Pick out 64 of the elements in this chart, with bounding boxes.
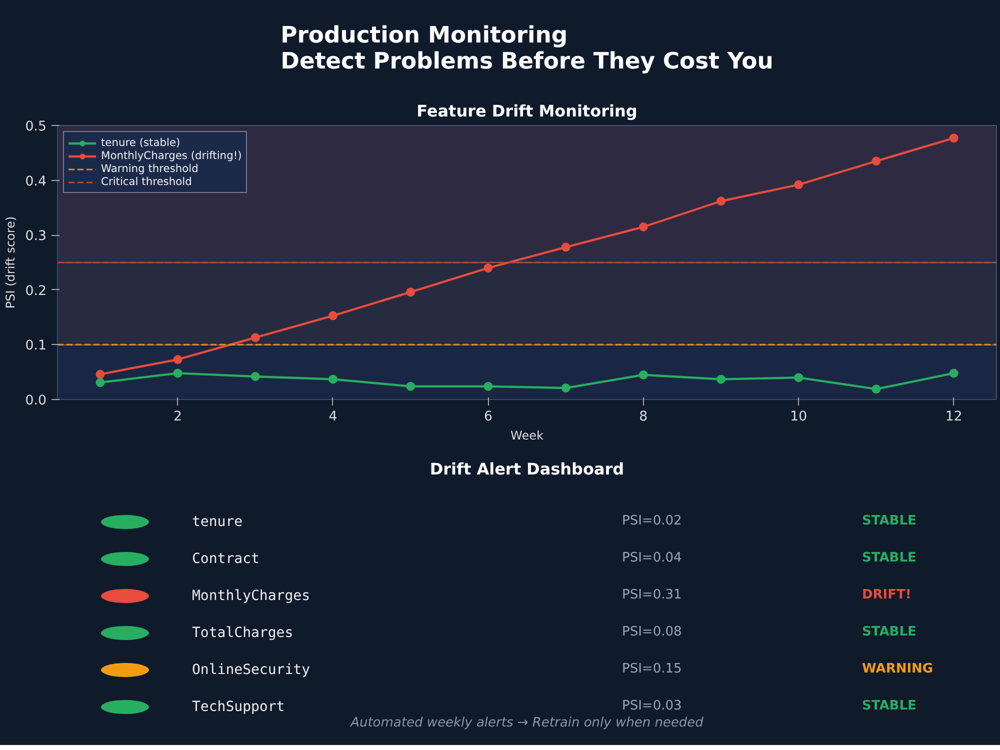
data-label: PSI=0.04 <box>622 550 682 568</box>
category-label: tenure <box>192 513 243 532</box>
data-label: PSI=0.15 <box>622 660 682 679</box>
point <box>484 382 493 391</box>
legend-label: tenure (stable) <box>101 136 180 149</box>
data-label: PSI=0.02 <box>622 512 682 531</box>
chart-title: Production Monitoring Detect Problems Before They Cost You <box>280 22 774 74</box>
y-axis-title: PSI (drift score) <box>3 216 18 309</box>
point <box>406 382 416 391</box>
data-label: PSI=0.31 <box>622 586 682 605</box>
y-tick-label: 0.1 <box>25 338 47 354</box>
chart-subtitle: Feature Drift Monitoring <box>416 102 638 120</box>
x-tick-label: 2 <box>174 410 182 424</box>
category-label: MonthlyCharges <box>192 587 310 606</box>
point <box>561 242 570 252</box>
x-tick-label: 4 <box>328 410 338 424</box>
x-tick-label: 6 <box>484 410 492 424</box>
y-tick-label: 0.5 <box>25 120 47 134</box>
point <box>173 355 182 364</box>
point <box>561 384 570 392</box>
y-tick-label: 0.2 <box>25 284 47 299</box>
x-tick-label: 10 <box>790 410 808 424</box>
point <box>173 368 182 378</box>
point <box>328 374 338 384</box>
point <box>406 288 416 297</box>
point <box>96 370 105 379</box>
point <box>638 222 648 232</box>
point <box>794 180 804 190</box>
point <box>250 372 260 381</box>
point <box>949 368 958 378</box>
y-tick-label: 0.3 <box>25 229 47 244</box>
x-tick-label: 8 <box>639 410 648 424</box>
category-label: Contract <box>192 550 260 569</box>
data-label: PSI=0.08 <box>622 624 682 642</box>
text: STABLE <box>862 698 916 716</box>
point <box>638 370 648 380</box>
point <box>949 134 958 143</box>
text: Drift Alert Dashboard <box>430 458 624 481</box>
text: STABLE <box>862 512 916 531</box>
text: WARNING <box>862 660 934 679</box>
legend-label: Critical threshold <box>101 175 192 188</box>
point <box>96 378 105 388</box>
x-tick-label: 12 <box>945 410 962 424</box>
point <box>794 373 804 382</box>
point <box>328 311 338 320</box>
point <box>716 196 726 206</box>
legend-label: Warning threshold <box>101 162 198 175</box>
point <box>484 263 493 272</box>
text: DRIFT! <box>862 586 912 605</box>
data-label: PSI=0.03 <box>622 698 682 716</box>
y-tick-label: 0.0 <box>25 394 47 408</box>
point <box>872 156 881 166</box>
point <box>716 374 726 384</box>
text: Automated weekly alerts → Retrain only when needed <box>350 714 704 733</box>
category-label: OnlineSecurity <box>192 661 310 680</box>
category-label: TechSupport <box>192 698 285 717</box>
point <box>872 384 881 394</box>
text: STABLE <box>862 624 916 642</box>
category-label: TotalCharges <box>192 624 294 643</box>
y-tick-label: 0.4 <box>25 174 47 190</box>
x-axis-title: Week <box>510 428 544 442</box>
legend-label: MonthlyCharges (drifting!) <box>101 149 242 162</box>
text: STABLE <box>862 550 916 568</box>
point <box>250 333 260 342</box>
